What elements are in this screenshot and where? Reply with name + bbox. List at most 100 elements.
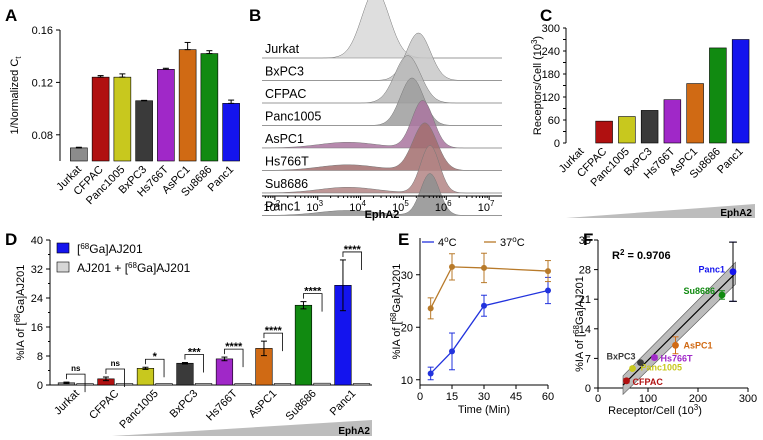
- histogram-label-hs766t: Hs766T: [265, 155, 309, 169]
- y-tick-label: 20: [401, 322, 413, 334]
- legend-label-37c: 37oC: [500, 235, 525, 249]
- x-tick-label: 15: [446, 391, 458, 403]
- point-label-aspc1: AsPC1: [684, 340, 713, 350]
- panel-f-scatter: 0 7 14 21 28 35 0 100 200 300 Receptor/Cell (103)%…: [572, 235, 757, 417]
- significance-bracket-cfpac: [105, 368, 125, 388]
- bar-aspc1: [686, 83, 704, 144]
- x-tick-label-su8686: Su8686: [284, 388, 319, 423]
- point-aspc1: [672, 341, 679, 349]
- significance-label-panc1005: *: [153, 351, 158, 363]
- y-axis-label: %IA of [68Ga]AJ201: [572, 276, 586, 372]
- y-tick-label: 0.16: [32, 25, 53, 37]
- y-tick-label: 120: [542, 92, 560, 104]
- y-tick-label: 40: [31, 235, 43, 247]
- y-tick-label: 0: [37, 380, 43, 392]
- histogram-panc1: [261, 173, 502, 216]
- panel-label-c: C: [540, 6, 552, 25]
- x-tick-label: 104: [349, 199, 366, 214]
- histogram-aspc1: [261, 100, 502, 149]
- x-tick-label: 200: [689, 393, 707, 405]
- point-panc1: [729, 268, 737, 276]
- bar-labeled-bxpc3: [176, 362, 194, 386]
- x-tick-label: 102: [264, 199, 281, 214]
- y-tick-label: 240: [542, 46, 560, 58]
- y-tick-label: 0: [554, 138, 560, 150]
- point-label-hs766t: Hs766T: [661, 354, 694, 364]
- x-axis-label: Time (Min): [458, 404, 510, 416]
- x-tick-label: 30: [478, 391, 490, 403]
- x-tick-label-jurkat: Jurkat: [52, 388, 82, 418]
- point-label-su8686: Su8686: [683, 286, 715, 296]
- x-axis-label: EphA2: [365, 209, 400, 221]
- histogram-panc1005: [262, 77, 502, 126]
- significance-bracket-jurkat: [66, 373, 86, 393]
- histogram-hs766t: [261, 122, 502, 171]
- significance-label-hs766t: ****: [225, 341, 243, 353]
- bar-panc1005: [618, 116, 636, 144]
- legend-swatch-labeled: [56, 242, 70, 254]
- point-hs766t: [651, 354, 658, 361]
- y-tick-label: 7: [585, 353, 591, 365]
- panel-label-e: E: [398, 230, 409, 249]
- significance-bracket-hs766t: [224, 348, 244, 368]
- panel-d-bar-chart: 0 8 16 24 32 40 %IA of [68Ga]AJ201 [68Ga]AJ201 A…: [13, 235, 372, 437]
- y-tick-label: 0: [585, 383, 591, 395]
- point-bxpc3: [637, 359, 644, 367]
- point-4c: [481, 302, 487, 309]
- y-tick-label: 10: [401, 375, 413, 387]
- bar-cfpac: [595, 120, 613, 144]
- legend-label-blocked: AJ201 + [68Ga]AJ201: [77, 261, 191, 275]
- bar-blocked-su8686: [313, 382, 331, 386]
- histogram-bxpc3: [262, 32, 502, 81]
- bar-hs766t: [663, 99, 682, 144]
- point-label-panc1005: Panc1005: [641, 363, 683, 373]
- histogram-label-cfpac: CFPAC: [265, 87, 306, 101]
- panel-label-a: A: [5, 6, 17, 25]
- bar-hs766t: [157, 69, 175, 162]
- bar-labeled-su8686: [294, 304, 313, 386]
- y-tick-label: 21: [579, 294, 591, 306]
- significance-bracket-panc1005: [145, 358, 165, 378]
- panel-e-line-chart: 10 20 30 0 15 30 45 60 Time (Min) %IA of [68Ga]AJ…: [389, 235, 554, 416]
- line-37c: [430, 266, 549, 309]
- x-tick-label-aspc1: AsPC1: [247, 388, 280, 421]
- point-cfpac: [623, 377, 630, 385]
- gradient-wedge: [112, 420, 372, 436]
- x-tick-label-cfpac: CFPAC: [87, 388, 121, 422]
- y-axis-label: Receptors/Cell (103): [530, 36, 544, 135]
- point-4c: [427, 370, 434, 377]
- histogram-label-bxpc3: BxPC3: [265, 65, 304, 79]
- r-squared-annotation: R2 = 0.9706: [612, 248, 671, 262]
- bar-blocked-hs766t: [234, 383, 252, 386]
- x-tick-label: 105: [392, 199, 409, 214]
- bar-bxpc3: [135, 100, 153, 162]
- point-su8686: [718, 291, 726, 299]
- significance-bracket-aspc1: [263, 332, 283, 352]
- panel-label-d: D: [5, 230, 17, 249]
- x-tick-label: 60: [542, 391, 554, 403]
- bar-su8686: [709, 47, 727, 144]
- point-label-cfpac: CFPAC: [633, 377, 664, 387]
- point-label-bxpc3: BxPC3: [606, 352, 635, 362]
- gradient-wedge: [566, 204, 755, 218]
- significance-bracket-su8686: [303, 293, 323, 312]
- y-tick-label: 60: [548, 115, 560, 127]
- significance-label-su8686: ****: [304, 286, 322, 298]
- x-tick-label: 0: [595, 393, 601, 405]
- x-tick-label-hs766t: Hs766T: [204, 387, 240, 423]
- y-tick-label: 14: [579, 324, 591, 336]
- bar-panc1005: [113, 76, 132, 162]
- legend-swatch-blocked: [56, 261, 70, 273]
- line-4c: [430, 289, 549, 374]
- x-tick-label: 45: [510, 391, 522, 403]
- y-tick-label: 30: [401, 270, 413, 282]
- y-tick-label: 180: [542, 69, 560, 81]
- x-tick-label: 106: [435, 199, 452, 214]
- histogram-su8686: [261, 145, 502, 194]
- y-tick-label: 32: [31, 264, 43, 276]
- x-tick-label-panc1: Panc1: [328, 388, 359, 419]
- y-tick-label: 28: [579, 265, 591, 277]
- bar-su8686: [200, 53, 219, 162]
